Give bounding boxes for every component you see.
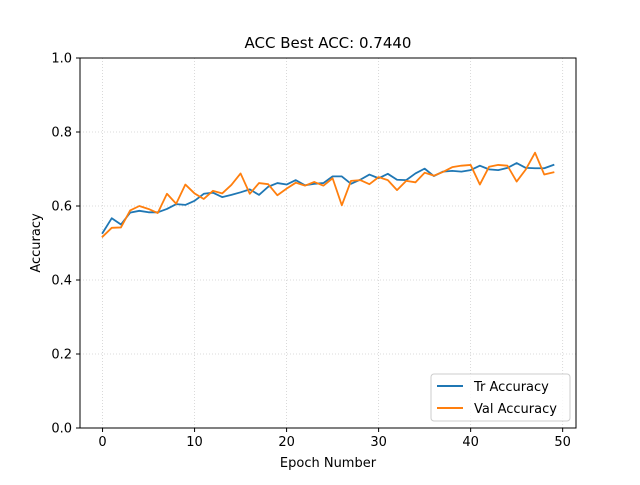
chart-title: ACC Best ACC: 0.7440	[245, 34, 412, 52]
series-lines	[101, 151, 555, 238]
y-tick-label: 0.8	[51, 126, 72, 141]
y-tick-label: 0.0	[51, 422, 72, 437]
x-tick-label: 0	[98, 435, 106, 450]
axis-ticks: 0 10 20 30 40 50 0.0 0.2 0.4 0.6 0.8 1.0	[51, 52, 571, 451]
x-tick-label: 20	[278, 435, 295, 450]
y-tick-label: 0.4	[51, 274, 72, 289]
plot-frame	[79, 57, 577, 429]
legend-label-val-accuracy: Val Accuracy	[474, 402, 557, 417]
series-line-val-accuracy	[101, 151, 555, 238]
x-tick-label: 40	[462, 435, 479, 450]
legend: Tr Accuracy Val Accuracy	[430, 373, 571, 422]
x-tick-label: 50	[554, 435, 571, 450]
y-tick-label: 1.0	[51, 52, 72, 67]
legend-label-tr-accuracy: Tr Accuracy	[473, 380, 549, 395]
legend-box	[430, 373, 571, 422]
y-tick-label: 0.6	[51, 200, 72, 215]
y-axis-label: Accuracy	[29, 213, 44, 273]
x-tick-label: 30	[370, 435, 387, 450]
x-axis-label: Epoch Number	[280, 456, 377, 471]
x-tick-label: 10	[186, 435, 203, 450]
y-tick-label: 0.2	[51, 348, 72, 363]
series-line-tr-accuracy	[101, 162, 555, 235]
